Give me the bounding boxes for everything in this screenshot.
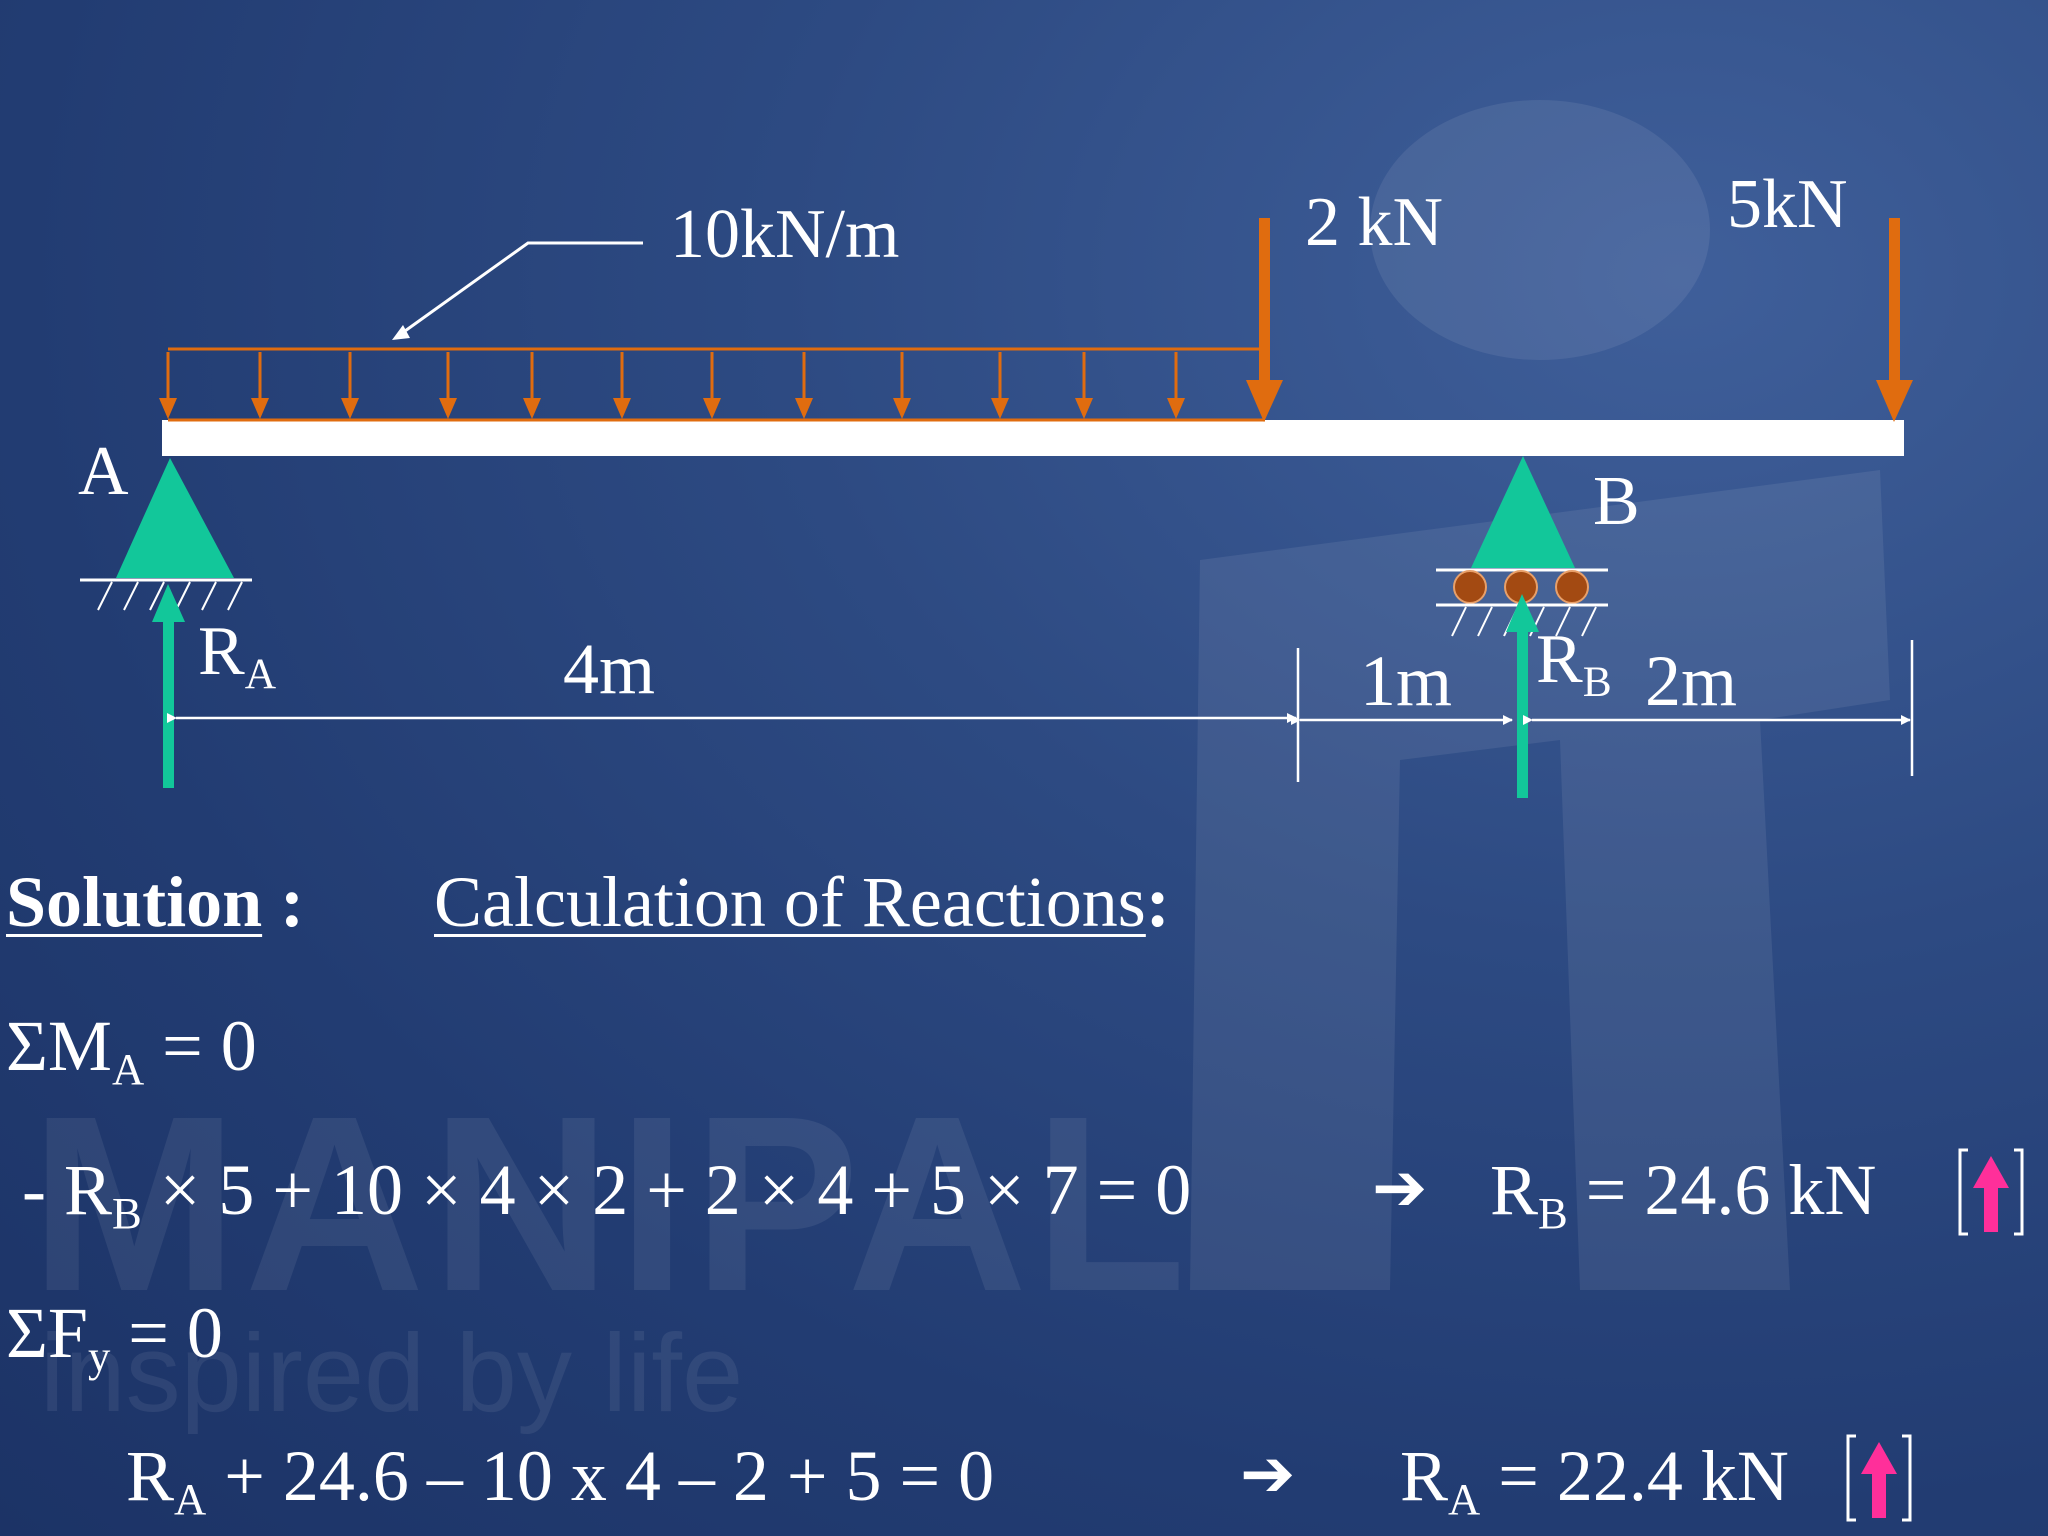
point-load-2kn-arrow (1246, 218, 1283, 422)
udl-arrowhead (1167, 398, 1185, 419)
implies-arrow-icon: ➔ (1372, 1149, 1428, 1226)
udl-load (159, 347, 1265, 422)
solution-heading: Solution : (6, 862, 305, 942)
udl-arrowhead (795, 398, 813, 419)
moment-result: RB = 24.6 kN (1490, 1150, 1877, 1239)
dimension-1m-label: 1m (1360, 641, 1453, 721)
udl-arrowhead (439, 398, 457, 419)
watermark-brand: MANIPAL (30, 1064, 1193, 1343)
reaction-b-arrow (1506, 594, 1539, 798)
pin-support-a (80, 458, 252, 611)
force-result: RA = 22.4 kN (1400, 1436, 1789, 1525)
udl-label: 10kN/m (670, 196, 900, 273)
dimension-2m-label: 2m (1645, 641, 1738, 721)
moment-calculation: - RB × 5 + 10 × 4 × 2 + 2 × 4 + 5 × 7 = … (22, 1150, 1192, 1239)
udl-arrowhead (159, 398, 177, 419)
dimension-4m-label: 4m (563, 629, 656, 709)
watermark-tagline: inspired by life (40, 1312, 744, 1435)
force-equilibrium-equation: ΣFy = 0 (6, 1293, 223, 1382)
reaction-a-arrow (152, 584, 185, 788)
force-calculation: RA + 24.6 – 10 x 4 – 2 + 5 = 0 (126, 1436, 995, 1525)
roller-support-b (1436, 456, 1608, 637)
upward-result-arrow-icon (1958, 1148, 2024, 1236)
upward-result-arrow-icon (1846, 1434, 1912, 1522)
udl-arrowhead (991, 398, 1009, 419)
support-b-label: B (1593, 463, 1640, 540)
udl-arrowhead (1075, 398, 1093, 419)
udl-arrowhead (703, 398, 721, 419)
implies-arrow-icon: ➔ (1240, 1435, 1296, 1512)
solution-subheading: Calculation of Reactions: (434, 862, 1170, 942)
point-load-5kn-arrow (1876, 218, 1913, 422)
support-a-label: A (78, 433, 129, 510)
reaction-a-label: RA (198, 613, 277, 698)
udl-arrowhead (893, 398, 911, 419)
udl-arrowhead (341, 398, 359, 419)
reaction-b-label: RB (1536, 621, 1612, 706)
udl-arrowhead (613, 398, 631, 419)
point-load-5kn-label: 5kN (1727, 166, 1848, 243)
point-load-2kn-label: 2 kN (1305, 184, 1444, 261)
beam (162, 420, 1904, 456)
udl-arrowhead (523, 398, 541, 419)
udl-leader (392, 241, 643, 340)
moment-equilibrium-equation: ΣMA = 0 (6, 1006, 257, 1095)
watermark-figure (1190, 100, 1890, 1290)
dimension-lines (167, 640, 1914, 782)
udl-arrowhead (251, 398, 269, 419)
